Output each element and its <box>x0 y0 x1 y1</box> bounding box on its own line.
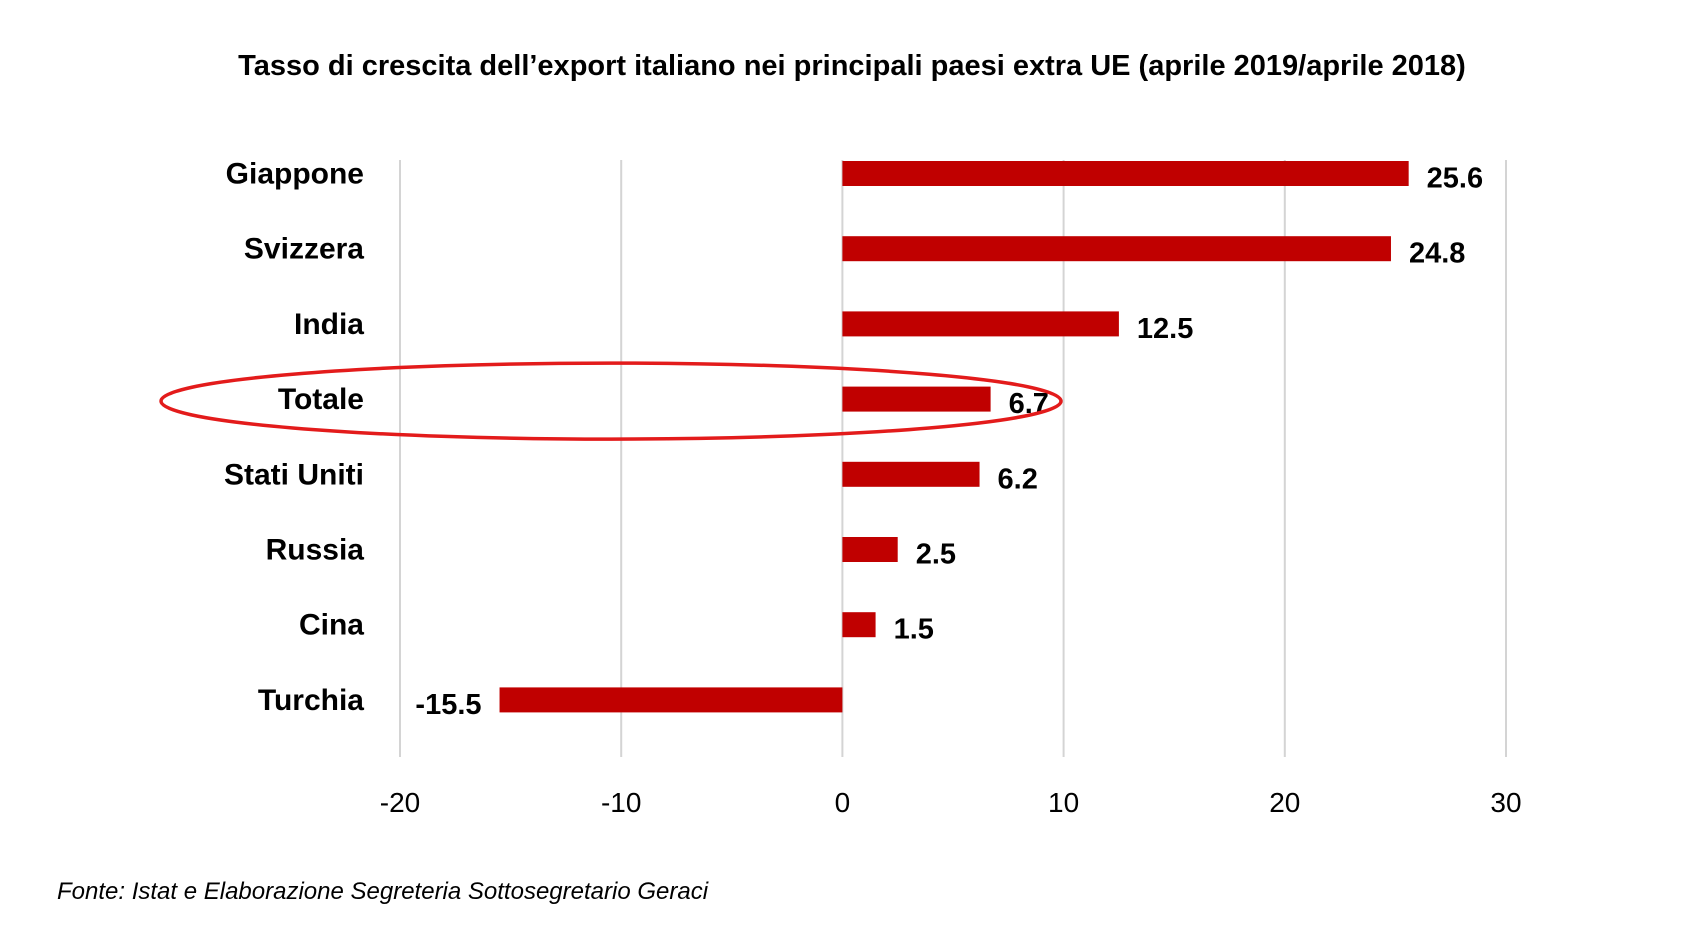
value-label: 6.2 <box>998 463 1038 495</box>
bar-russia <box>842 537 898 562</box>
category-label: Svizzera <box>244 233 364 266</box>
bar-india <box>842 311 1119 337</box>
bar-cina <box>842 612 876 638</box>
chart-title: Tasso di crescita dell’export italiano n… <box>238 50 1466 82</box>
category-label: Turchia <box>258 684 364 717</box>
bar-stati-uniti <box>842 461 980 487</box>
bar-svizzera <box>842 236 1391 262</box>
value-label: 25.6 <box>1427 163 1483 195</box>
value-label: 12.5 <box>1137 313 1193 345</box>
x-tick-label: 30 <box>1490 787 1521 818</box>
x-tick-label: 0 <box>835 787 851 818</box>
x-tick-label: -10 <box>601 787 641 818</box>
category-label: Russia <box>266 534 365 567</box>
x-tick-label: -20 <box>380 787 420 818</box>
category-label: Stati Uniti <box>224 458 364 491</box>
labels: -20 -10 0 10 20 30 Giappone 25.6 Svizzera 24.8 Ind… <box>159 158 1522 818</box>
category-label: Totale <box>278 383 364 416</box>
category-label: India <box>294 308 364 341</box>
bars <box>499 161 1409 713</box>
bar-giappone <box>842 161 1409 186</box>
bar-turchia <box>499 687 843 713</box>
highlight-ellipse <box>159 361 1063 441</box>
category-label: Cina <box>299 609 364 642</box>
bar-totale <box>842 386 991 412</box>
value-label: 24.8 <box>1409 238 1465 270</box>
x-tick-label: 10 <box>1048 787 1079 818</box>
source-note: Fonte: Istat e Elaborazione Segreteria S… <box>57 878 709 905</box>
value-label: 2.5 <box>916 539 956 571</box>
value-label: -15.5 <box>415 689 481 721</box>
x-tick-label: 20 <box>1269 787 1300 818</box>
category-label: Giappone <box>226 158 364 191</box>
value-label: 1.5 <box>894 614 934 646</box>
